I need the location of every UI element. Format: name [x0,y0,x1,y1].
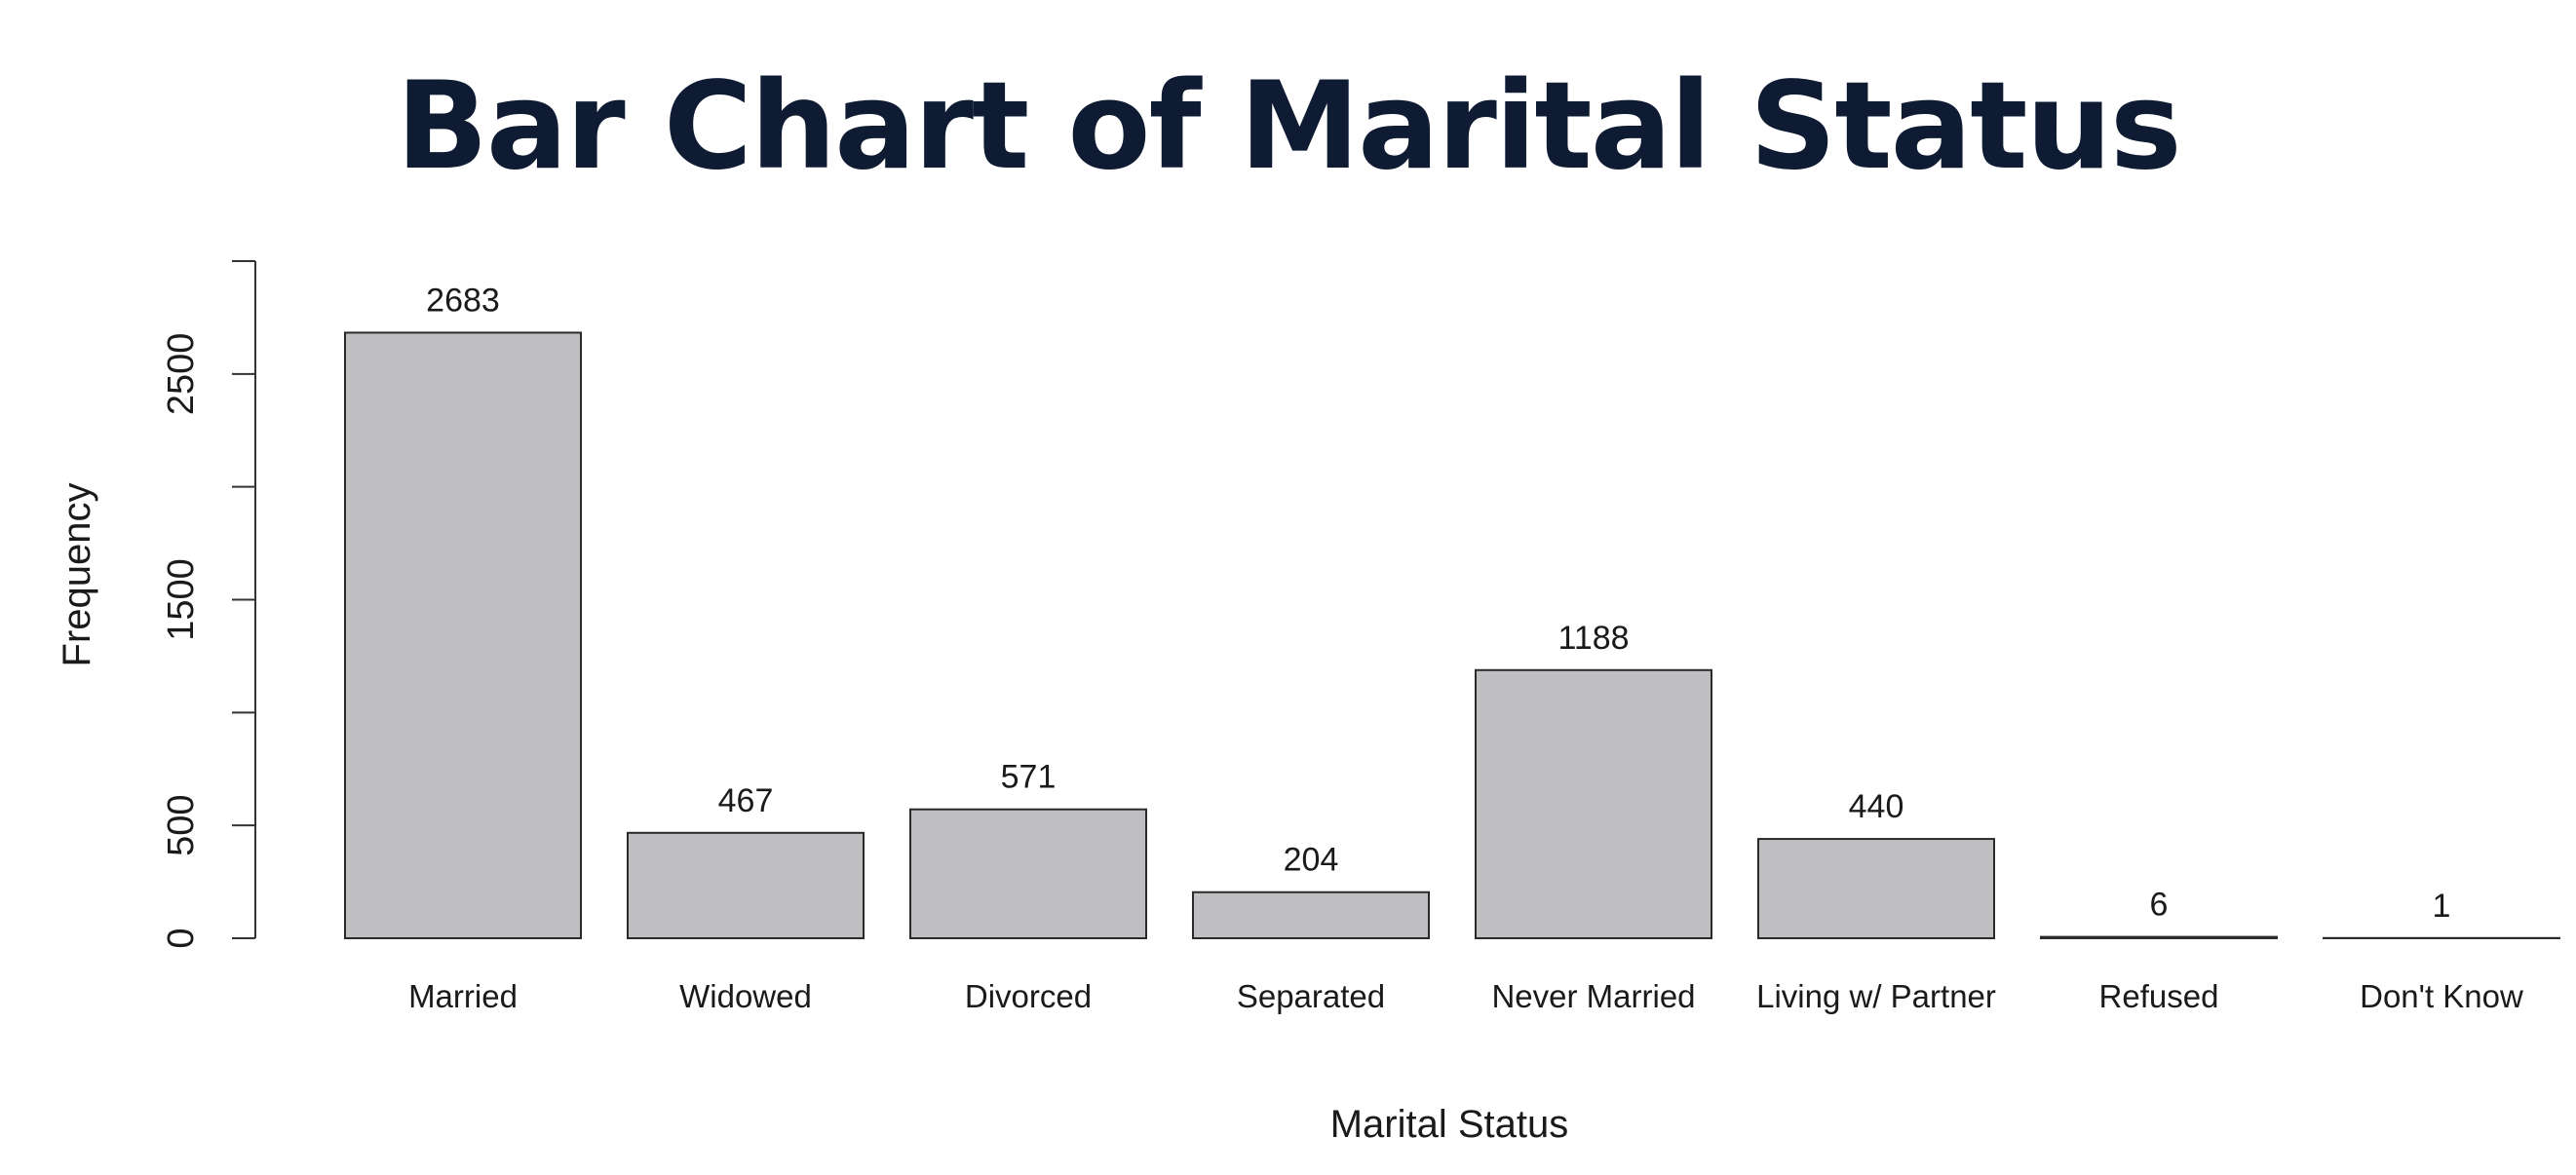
y-tick-label: 1500 [161,558,202,641]
bar-divorced [909,808,1147,939]
data-label: 571 [1001,759,1057,796]
x-tick-label: Separated [1237,978,1385,1014]
y-tick-label: 500 [161,794,202,855]
data-labels: 2683 467 571 204 1188 440 6 1 [426,282,2450,924]
bar-never-married [1475,668,1712,940]
x-tick-label: Don't Know [2360,978,2523,1014]
data-label: 1188 [1557,620,1629,657]
x-tick-label: Never Married [1491,978,1695,1014]
y-tick-label: 0 [161,928,202,948]
data-label: 1 [2433,888,2451,925]
x-axis-title: Marital Status [1330,1103,1569,1146]
bar-separated [1192,891,1430,939]
data-label: 204 [1284,842,1339,879]
y-tick-label: 2500 [161,333,202,416]
bar-living-w-partner [1757,838,1995,939]
x-tick-label: Refused [2099,978,2219,1014]
y-axis: 0 500 1500 2500 [161,260,256,949]
y-ticks [232,260,255,939]
data-label: 440 [1849,788,1904,825]
data-label: 6 [2150,887,2169,924]
y-axis-title: Frequency [56,483,98,667]
x-tick-label: Divorced [965,978,1092,1014]
data-label: 467 [718,782,774,819]
y-tick-labels: 0 500 1500 2500 [161,333,202,949]
bar-widowed [627,831,865,939]
x-tick-label: Living w/ Partner [1756,978,1996,1014]
chart-title: Bar Chart of Marital Status [396,57,2181,197]
data-label: 2683 [426,282,500,319]
x-tick-label: Widowed [679,978,812,1014]
x-tick-label: Married [408,978,518,1014]
bars [344,331,2560,940]
bar-married [344,331,582,939]
x-tick-labels: Married Widowed Divorced Separated Never Mar… [408,978,2523,1014]
bar-refused [2040,935,2278,939]
